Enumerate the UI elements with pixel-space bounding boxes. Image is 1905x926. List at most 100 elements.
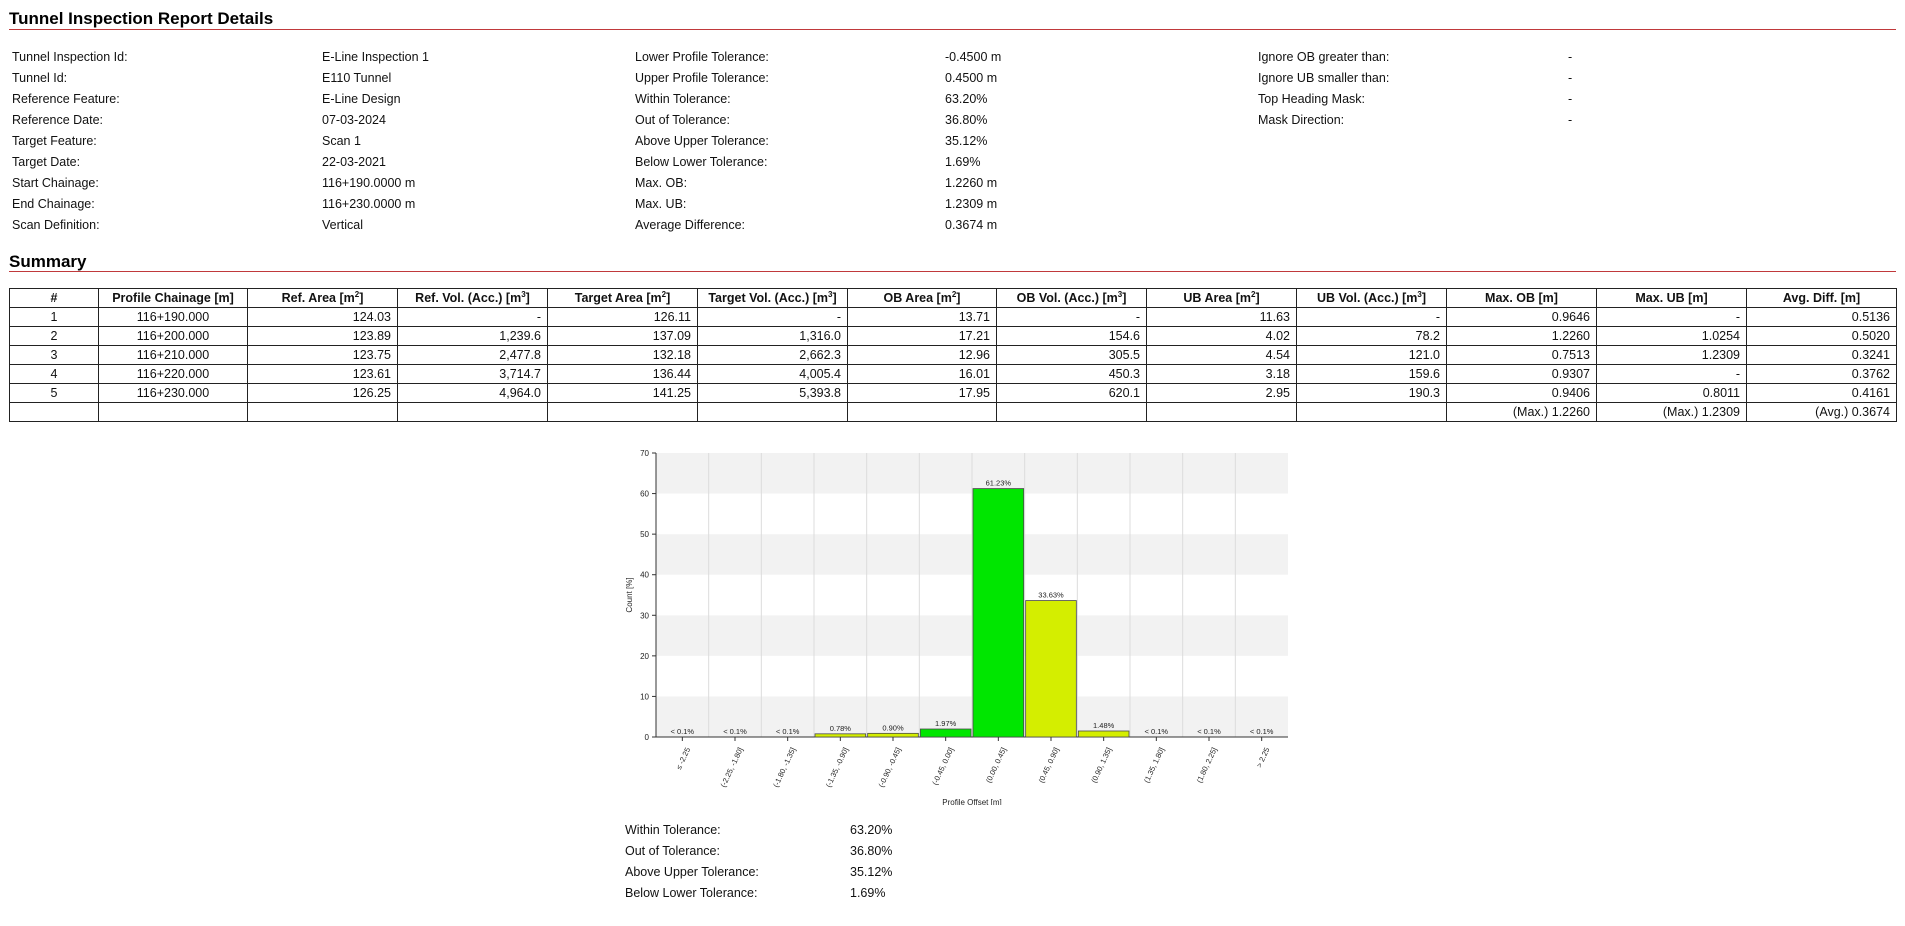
detail-label: Lower Profile Tolerance: (635, 50, 769, 64)
table-cell: 136.44 (547, 364, 698, 384)
table-cell: 3,714.7 (397, 364, 548, 384)
table-cell: 0.3762 (1746, 364, 1897, 384)
table-cell: 1.0254 (1596, 326, 1747, 346)
detail-value: 1.2309 m (945, 197, 998, 211)
table-cell: 0.8011 (1596, 383, 1747, 403)
table-cell: 124.03 (247, 307, 398, 327)
chart-bar (972, 488, 1025, 738)
footer-value: 35.12% (850, 865, 893, 879)
table-cell: 154.6 (996, 326, 1147, 346)
footer-label: Above Upper Tolerance: (625, 865, 759, 879)
chart-bar (1025, 600, 1077, 738)
detail-value: Scan 1 (322, 134, 361, 148)
chart-y-tick-label: 10 (640, 692, 649, 701)
table-cell: (Max.) 1.2309 (1596, 402, 1747, 422)
table-cell: 116+190.000 (98, 307, 248, 327)
table-cell: 0.9406 (1446, 383, 1597, 403)
detail-value: E110 Tunnel (322, 71, 392, 85)
detail-value: - (1568, 113, 1573, 127)
chart-data-label: 1.97% (935, 719, 957, 728)
table-cell: 159.6 (1296, 364, 1447, 384)
detail-label: Max. OB: (635, 176, 688, 190)
detail-value: - (1568, 92, 1573, 106)
table-cell (847, 402, 997, 422)
detail-value: -0.4500 m (945, 50, 1002, 64)
table-cell: - (1596, 364, 1747, 384)
table-totals-row: (Max.) 1.2260 (Max.) 1.2309 (Avg.) 0.3674 (9, 402, 1897, 422)
table-cell: 305.5 (996, 345, 1147, 365)
table-row: 5 116+230.000 126.25 4,964.0 141.25 5,393.8 17… (9, 383, 1897, 403)
col-header: Ref. Vol. (Acc.) [m3] (397, 288, 548, 308)
footer-value: 36.80% (850, 844, 893, 858)
detail-label: Max. UB: (635, 197, 687, 211)
footer-labels: Within Tolerance: Out of Tolerance: Abov… (625, 820, 775, 904)
table-cell: 12.96 (847, 345, 997, 365)
table-cell: 16.01 (847, 364, 997, 384)
table-cell: (Avg.) 0.3674 (1746, 402, 1897, 422)
table-cell: 123.75 (247, 345, 398, 365)
chart-bar (867, 732, 919, 738)
chart-x-tick-label: ≤ -2.25 (674, 746, 692, 771)
chart-data-label: 33.63% (1038, 591, 1064, 600)
chart-y-tick-label: 0 (645, 733, 650, 742)
chart-data-label: 1.48% (1093, 721, 1115, 730)
chart-y-tick-label: 70 (640, 449, 649, 458)
chart-data-label: < 0.1% (1145, 727, 1169, 736)
detail-label: Above Upper Tolerance: (635, 134, 769, 148)
chart-y-tick-label: 60 (640, 490, 649, 499)
table-cell: 4 (9, 364, 99, 384)
detail-value: 22-03-2021 (322, 155, 386, 169)
chart-bar (1077, 730, 1130, 738)
table-cell: 0.5020 (1746, 326, 1897, 346)
chart-x-tick-label: (-1.80, -1.35] (771, 746, 797, 789)
table-cell: 0.5136 (1746, 307, 1897, 327)
summary-table: # Profile Chainage [m] Ref. Area [m2] Re… (9, 288, 1897, 422)
table-cell: 11.63 (1146, 307, 1297, 327)
detail-label: Target Feature: (12, 134, 97, 148)
table-cell: 126.25 (247, 383, 398, 403)
table-cell: 4.02 (1146, 326, 1297, 346)
table-cell: 5,393.8 (697, 383, 848, 403)
table-cell (98, 402, 248, 422)
chart-bar (814, 733, 867, 738)
table-cell: - (1296, 307, 1447, 327)
table-cell: 2,477.8 (397, 345, 548, 365)
detail-value: E-Line Inspection 1 (322, 50, 430, 64)
chart-x-tick-label: (1.80, 2.25] (1195, 746, 1219, 784)
detail-label: Tunnel Id: (12, 71, 68, 85)
col-header: OB Area [m2] (847, 288, 997, 308)
col-header: Profile Chainage [m] (98, 288, 248, 308)
table-cell: 2.95 (1146, 383, 1297, 403)
detail-value: 0.3674 m (945, 218, 998, 232)
col-header: UB Vol. (Acc.) [m3] (1296, 288, 1447, 308)
detail-value: E-Line Design (322, 92, 401, 106)
table-cell: 450.3 (996, 364, 1147, 384)
chart-y-tick-label: 50 (640, 530, 649, 539)
detail-label: Scan Definition: (12, 218, 100, 232)
chart-x-tick-label: (-1.35, -0.90] (824, 746, 850, 789)
table-cell: 116+230.000 (98, 383, 248, 403)
chart-data-label: < 0.1% (671, 727, 695, 736)
table-cell: - (996, 307, 1147, 327)
table-cell: 116+200.000 (98, 326, 248, 346)
table-cell: 132.18 (547, 345, 698, 365)
table-cell: 1,239.6 (397, 326, 548, 346)
chart-data-label: < 0.1% (1250, 727, 1274, 736)
footer-label: Below Lower Tolerance: (625, 886, 758, 900)
table-cell (996, 402, 1147, 422)
table-cell: 141.25 (547, 383, 698, 403)
footer-value: 63.20% (850, 823, 893, 837)
table-cell: 137.09 (547, 326, 698, 346)
footer-value: 1.69% (850, 886, 886, 900)
table-cell: - (1596, 307, 1747, 327)
table-cell (547, 402, 698, 422)
chart-data-label: < 0.1% (776, 727, 800, 736)
chart-x-axis-label: Profile Offset [m] (942, 798, 1001, 805)
col-header: Target Vol. (Acc.) [m3] (697, 288, 848, 308)
detail-label: Average Difference: (635, 218, 746, 232)
table-cell: - (697, 307, 848, 327)
chart-x-tick-label: (-2.25, -1.80] (719, 746, 745, 789)
table-cell: 4,005.4 (697, 364, 848, 384)
details-values-col3: - - - - (1568, 47, 1768, 131)
details-labels-col3: Ignore OB greater than: Ignore UB smalle… (1258, 47, 1558, 131)
